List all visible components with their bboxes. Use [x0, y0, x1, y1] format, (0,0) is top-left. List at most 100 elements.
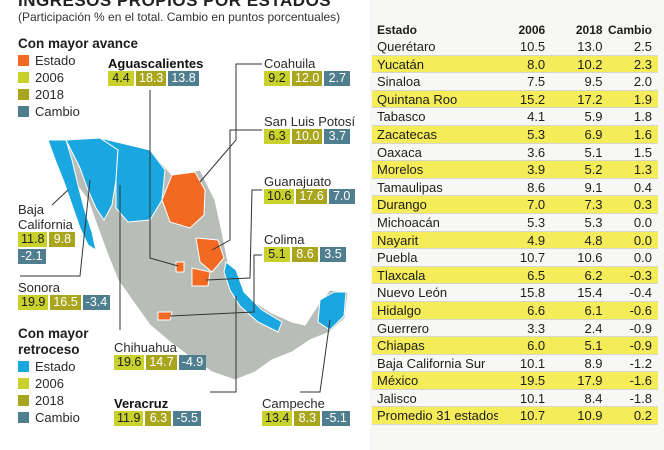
value-2006: 13.4: [262, 411, 293, 426]
cell-2006: 5.3: [527, 126, 546, 142]
value-2018: 12.0: [292, 71, 323, 86]
state-values: 9.2 12.0 2.7: [264, 71, 351, 86]
state-values: 19.9 16.5 -3.4: [18, 295, 111, 310]
cell-estado: Nayarit: [377, 232, 419, 248]
cell-2018: 5.9: [584, 109, 603, 125]
cell-2006: 10.5: [519, 39, 546, 54]
value-cambio: -2.1: [18, 249, 46, 264]
callout-sonora: Sonora 19.9 16.5 -3.4: [18, 280, 111, 310]
value-2006: 11.8: [18, 232, 48, 247]
table-row: Durango 7.0 7.3 0.3: [372, 196, 658, 214]
page-subtitle: (Participación % en el total. Cambio en …: [18, 10, 341, 24]
cell-cambio: 1.9: [633, 91, 652, 107]
callout-chihuahua: Chihuahua 19.6 14.7 -4.9: [114, 340, 207, 370]
states-table: Estado 2006 2018 Cambio Querétaro 10.5 13.…: [372, 22, 658, 426]
value-2006: 19.9: [18, 295, 49, 310]
cell-estado: Morelos: [377, 162, 424, 178]
value-2018: 14.7: [146, 355, 177, 370]
legend-retroceso: Con mayor retroceso Estado 2006 2018 Cam…: [18, 326, 89, 426]
callout-colima: Colima 5.1 8.6 3.5: [264, 232, 346, 262]
cell-estado: Tamaulipas: [377, 179, 443, 195]
cell-estado: Chiapas: [377, 338, 425, 354]
value-cambio: -5.1: [322, 411, 350, 426]
cell-estado: Puebla: [377, 250, 418, 266]
state-values: 10.6 17.6 7.0: [264, 189, 355, 204]
value-2006: 4.4: [108, 71, 134, 86]
map-aguascalientes: [175, 261, 185, 273]
map-guanajuato: [191, 267, 211, 287]
cell-2018: 17.9: [577, 373, 603, 389]
cell-2018: 2.4: [584, 320, 603, 336]
value-2006: 10.6: [264, 189, 295, 204]
cell-cambio: 1.5: [633, 144, 652, 160]
value-2018: 17.6: [296, 189, 327, 204]
legend-retroceso-estado: Estado: [18, 358, 89, 375]
cell-2018: 10.6: [577, 250, 603, 266]
legend-avance-cambio: Cambio: [18, 103, 138, 120]
state-values: 11.8 9.8: [18, 232, 76, 247]
cell-cambio: 1.6: [633, 126, 652, 142]
legend-avance-2018: 2018: [18, 86, 138, 103]
cell-2018: 8.9: [584, 355, 603, 371]
table-row: Zacatecas 5.3 6.9 1.6: [372, 125, 658, 144]
cell-cambio: 0.2: [633, 408, 652, 424]
table-row: Jalisco 10.1 8.4 -1.8: [372, 390, 658, 408]
state-name: San Luis Potosí: [264, 114, 356, 129]
cell-cambio: 2.0: [633, 74, 652, 90]
table-row: Tlaxcala 6.5 6.2 -0.3: [372, 266, 658, 285]
cell-cambio: -1.2: [629, 355, 652, 371]
header-cambio: Cambio: [607, 23, 652, 37]
state-name-line-2: California: [18, 217, 73, 232]
cell-2006: 8.0: [527, 56, 546, 72]
cell-2018: 10.2: [577, 56, 603, 72]
value-2006: 9.2: [264, 71, 290, 86]
value-2006: 19.6: [114, 355, 145, 370]
value-cambio: 3.7: [324, 129, 351, 144]
state-values: 13.4 8.3 -5.1: [262, 411, 350, 426]
value-2018: 6.3: [145, 411, 172, 426]
legend-avance-2006: 2006: [18, 69, 138, 86]
cell-cambio: 2.5: [633, 39, 652, 54]
cell-cambio: -0.9: [629, 320, 652, 336]
state-name-line-1: Baja: [18, 202, 45, 217]
cell-estado: Hidalgo: [377, 302, 422, 318]
table-row: Chiapas 6.0 5.1 -0.9: [372, 337, 658, 355]
cell-2018: 4.8: [584, 232, 603, 248]
cell-2018: 8.4: [584, 390, 603, 406]
cell-estado: Tabasco: [377, 109, 426, 125]
cell-cambio: -1.6: [629, 373, 652, 389]
state-name: Coahuila: [264, 56, 316, 71]
map-chihuahua: [99, 137, 166, 223]
map-veracruz: [223, 261, 283, 333]
value-cambio: -3.4: [82, 295, 111, 310]
cell-2018: 7.3: [584, 197, 603, 213]
swatch-2018: [18, 395, 29, 406]
callout-aguascalientes: Aguascalientes 4.4 18.3 13.8: [108, 56, 203, 86]
table-row: Yucatán 8.0 10.2 2.3: [372, 55, 658, 74]
page-title-strip: INGRESOS PROPIOS POR ESTADOS: [0, 0, 364, 8]
table-row: Oaxaca 3.6 5.1 1.5: [372, 144, 658, 162]
cell-cambio: 1.8: [633, 109, 652, 125]
swatch-estado-avance: [18, 55, 29, 66]
cell-estado: Guerrero: [377, 320, 430, 336]
cell-2018: 15.4: [577, 285, 603, 301]
swatch-estado-retroceso: [18, 361, 29, 372]
cell-estado: Jalisco: [377, 390, 417, 406]
table-row: Tamaulipas 8.6 9.1 0.4: [372, 179, 658, 197]
table-row: Sinaloa 7.5 9.5 2.0: [372, 73, 658, 91]
page-title: INGRESOS PROPIOS POR ESTADOS: [18, 0, 331, 8]
cell-cambio: 0.4: [633, 179, 652, 195]
cell-estado: Oaxaca: [377, 144, 422, 160]
state-name: Sonora: [18, 280, 60, 295]
cell-estado: Querétaro: [377, 39, 436, 54]
state-values: 19.6 14.7 -4.9: [114, 355, 207, 370]
cell-2018: 5.3: [584, 214, 603, 230]
leader-coahuila: [199, 63, 262, 183]
table-row: Guerrero 3.3 2.4 -0.9: [372, 320, 658, 338]
state-name: Colima: [264, 232, 305, 247]
cell-2006: 10.1: [519, 355, 546, 371]
cell-2006: 3.9: [527, 162, 546, 178]
table-header: Estado 2006 2018 Cambio: [372, 22, 658, 38]
cell-2018: 5.1: [584, 338, 603, 354]
cell-estado: México: [377, 373, 419, 389]
